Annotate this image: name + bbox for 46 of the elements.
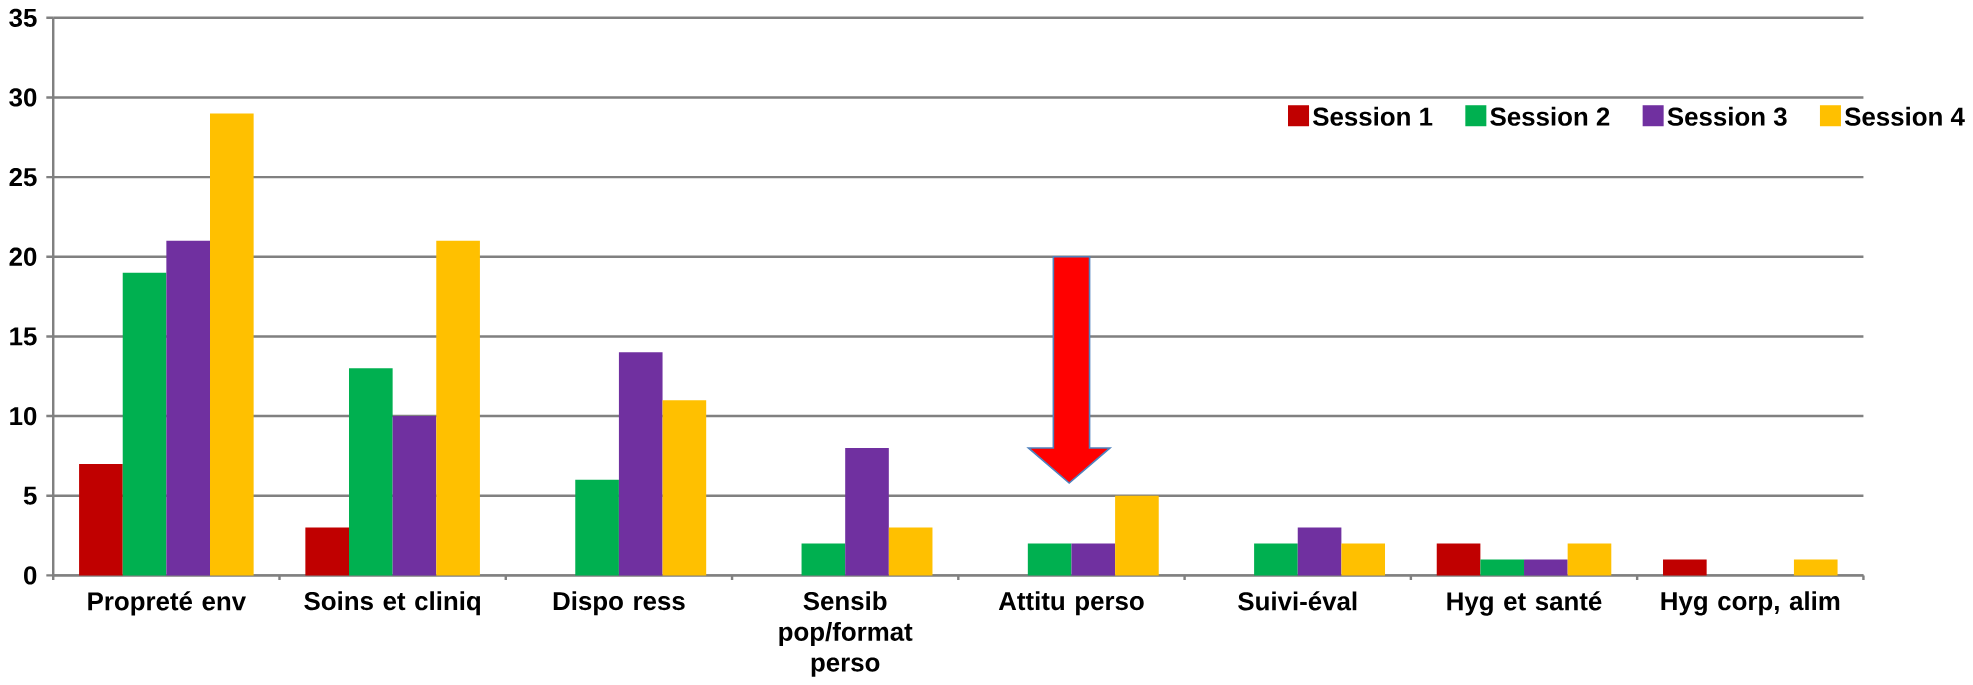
y-tick-label: 10	[10, 406, 37, 426]
bar	[1663, 559, 1707, 576]
y-tick-label: 35	[9, 8, 37, 27]
x-tick-label: Attitu perso	[998, 591, 1144, 616]
bar	[662, 399, 707, 576]
x-tick-label: Hyg corp, alim	[1661, 591, 1840, 616]
bar	[166, 240, 210, 576]
bar	[1341, 543, 1386, 576]
bar	[1524, 559, 1568, 576]
x-tick-label: Hyg et santé	[1447, 591, 1602, 616]
y-tick-label: 20	[9, 247, 37, 266]
legend-label: Session 1	[1313, 106, 1433, 126]
bar	[1436, 543, 1481, 576]
y-tick-label: 25	[9, 167, 37, 187]
bar	[1297, 527, 1342, 576]
legend-label: Session 3	[1667, 106, 1787, 126]
bar	[575, 479, 619, 576]
x-tick-label: Soins et cliniq	[304, 591, 480, 616]
bar	[1071, 543, 1116, 576]
y-tick-label: 15	[10, 327, 37, 346]
bar	[436, 240, 480, 576]
bar	[618, 352, 663, 576]
bar	[801, 543, 846, 576]
bar	[1793, 559, 1838, 576]
x-tick-label: Sensib pop/format perso	[779, 591, 913, 677]
x-tick-label: Propreté env	[88, 591, 246, 616]
bar	[1254, 543, 1298, 576]
bar	[1115, 495, 1159, 576]
bar	[349, 368, 393, 576]
x-tick-label: Suivi-éval	[1238, 591, 1357, 611]
bar	[1027, 543, 1072, 576]
bar	[888, 527, 933, 576]
bar	[210, 113, 254, 576]
bar	[305, 527, 349, 576]
y-tick-label: 30	[9, 88, 37, 107]
bar	[845, 447, 889, 576]
bar	[79, 463, 123, 576]
y-tick-label: 5	[23, 486, 37, 505]
y-tick-label: 0	[24, 566, 37, 585]
bar	[122, 272, 167, 576]
legend-label: Session 4	[1844, 106, 1965, 126]
bar	[1480, 559, 1525, 576]
bar	[1567, 543, 1612, 576]
legend-label: Session 2	[1490, 106, 1610, 126]
x-tick-label: Dispo ress	[553, 591, 685, 616]
bar	[392, 415, 437, 576]
